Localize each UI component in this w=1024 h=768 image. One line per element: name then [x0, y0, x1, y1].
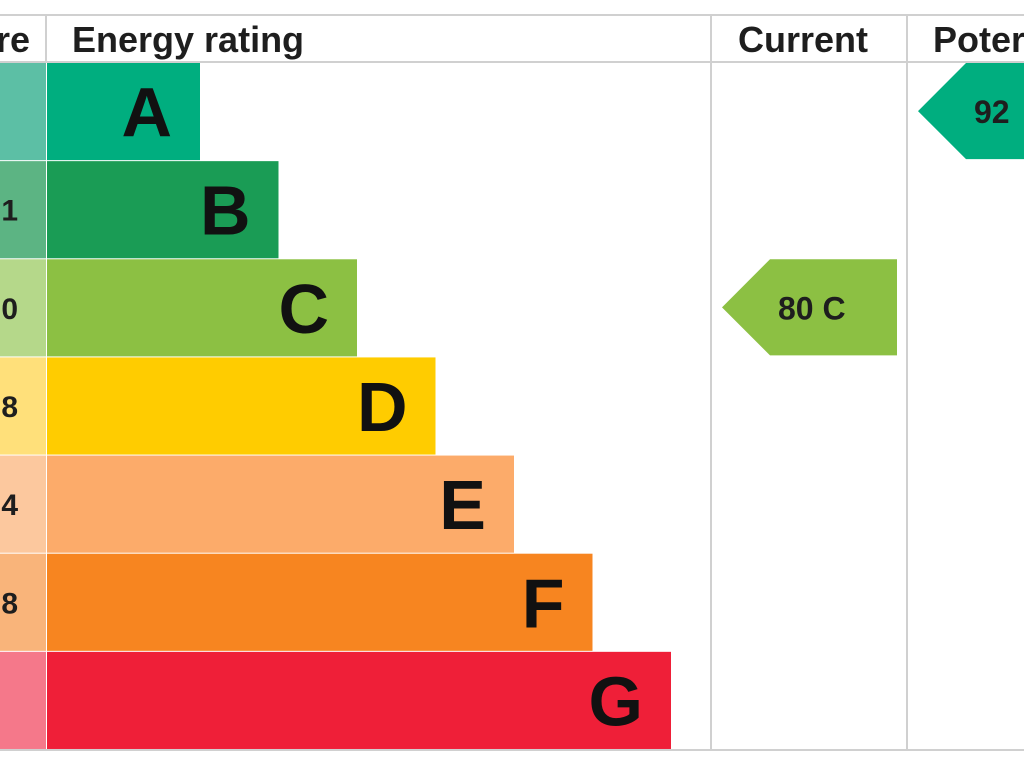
band-letter-b: B [200, 172, 251, 250]
score-label-c: 0 [1, 293, 18, 326]
band-bar-b [47, 161, 279, 259]
score-label-f: 8 [1, 587, 18, 620]
band-letter-d: D [357, 368, 408, 446]
rating-markers: 80 C 92 [722, 63, 1024, 356]
current-column-header: Current [738, 19, 869, 60]
band-letter-f: F [522, 564, 565, 642]
score-cell-c [0, 259, 46, 357]
score-cell-a [0, 63, 46, 161]
score-column: 1 0 8 4 8 [0, 63, 46, 749]
score-label-b: 1 [1, 195, 18, 228]
band-bar-e [47, 455, 514, 553]
score-cell-d [0, 357, 46, 455]
score-cell-b [0, 161, 46, 259]
band-bar-f [47, 553, 593, 651]
score-label-e: 4 [1, 489, 18, 522]
score-cell-g [0, 651, 46, 749]
band-bar-g [47, 651, 671, 749]
band-bar-c [47, 259, 357, 357]
score-cell-f [0, 553, 46, 651]
band-bar-a [47, 63, 200, 161]
potential-rating-marker: 92 [918, 63, 1024, 160]
band-letter-e: E [439, 466, 486, 544]
score-label-d: 8 [1, 391, 18, 424]
current-rating-marker-arrow [722, 259, 897, 356]
band-letter-a: A [121, 74, 172, 152]
potential-column-header: Poter [933, 19, 1024, 60]
band-letter-g: G [589, 662, 643, 740]
band-letter-c: C [278, 270, 329, 348]
current-rating-marker-label: 80 C [778, 290, 846, 326]
energy-rating-header: Energy rating [72, 19, 305, 60]
potential-rating-marker-arrow [918, 63, 1024, 160]
potential-rating-marker-label: 92 [974, 94, 1010, 130]
current-rating-marker: 80 C [722, 259, 897, 356]
score-column-header: re [0, 19, 31, 60]
band-bar-d [47, 357, 436, 455]
score-cell-e [0, 455, 46, 553]
